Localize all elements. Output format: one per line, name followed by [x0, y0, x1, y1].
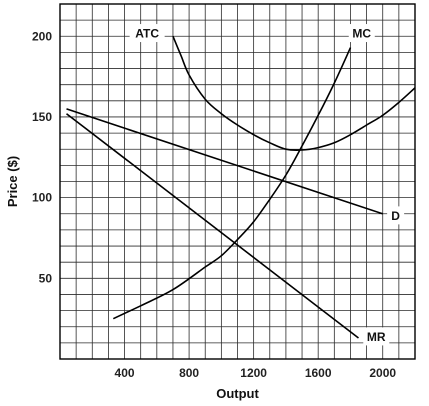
curve-label-mr: MR [367, 330, 386, 344]
y-axis-label: Price ($) [5, 156, 20, 207]
x-tick-label: 1200 [240, 366, 267, 380]
curve-atc [172, 35, 416, 151]
chart-curves [66, 35, 416, 339]
chart-grid [60, 4, 415, 359]
y-tick-label: 200 [32, 29, 52, 43]
tick-labels: 400 800 1200 1600 2000 50 100 150 200 [32, 29, 396, 380]
curve-labels: ATC MC D MR [129, 24, 405, 346]
curve-label-background [348, 24, 375, 43]
curve-label-mc: MC [352, 27, 371, 41]
curve-label-background [129, 24, 165, 43]
curve-d [66, 108, 383, 215]
x-tick-label: 800 [179, 366, 199, 380]
y-tick-label: 100 [32, 191, 52, 205]
x-tick-label: 2000 [369, 366, 396, 380]
curve-label-background [387, 206, 405, 225]
y-tick-label: 50 [39, 271, 53, 285]
curve-mr [66, 113, 359, 339]
x-axis-label: Output [216, 386, 259, 401]
curve-label-d: D [391, 209, 400, 223]
curve-label-atc: ATC [135, 27, 159, 41]
y-tick-label: 150 [32, 110, 52, 124]
x-tick-label: 1600 [305, 366, 332, 380]
plot-frame [59, 3, 416, 360]
x-tick-label: 400 [115, 366, 135, 380]
curve-label-background [363, 327, 390, 346]
curve-mc [112, 47, 352, 320]
